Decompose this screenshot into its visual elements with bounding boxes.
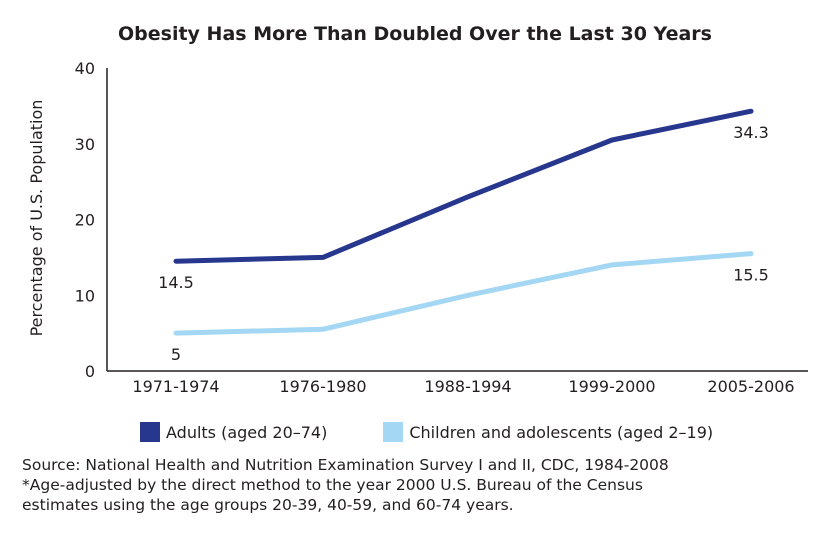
x-tick-label: 1971-1974 [132,377,219,396]
y-tick-labels: 0 10 20 30 40 [75,59,95,381]
footnotes: Source: National Health and Nutrition Ex… [22,455,812,515]
series-lines [173,108,754,336]
x-tick-label: 2005-2006 [707,377,794,396]
data-label: 14.5 [158,273,194,292]
series-line-adults [173,108,754,264]
legend-label-children: Children and adolescents (aged 2–19) [409,422,714,442]
legend-item-children: Children and adolescents (aged 2–19) [383,422,713,442]
x-tick-labels: 1971-1974 1976-1980 1988-1994 1999-2000 2005… [132,377,794,396]
legend-label-adults: Adults (aged 20–74) [166,422,328,442]
data-label: 15.5 [733,266,769,285]
source-note: Source: National Health and Nutrition Ex… [22,456,669,474]
y-axis-title: Percentage of U.S. Population [27,100,46,337]
y-tick-label: 10 [75,286,95,305]
y-tick-label: 30 [75,135,95,154]
age-adjusted-note-line-2: estimates using the age groups 20-39, 40… [22,496,514,514]
chart-title: Obesity Has More Than Doubled Over the L… [118,23,712,45]
y-tick-label: 40 [75,59,95,78]
age-adjusted-note-line-1: *Age-adjusted by the direct method to th… [22,476,643,494]
data-label: 34.3 [733,123,769,142]
legend-swatch-children [383,422,404,442]
data-labels: 14.5 34.3 5 15.5 [158,123,769,364]
legend: Adults (aged 20–74) Children and adolesc… [140,420,769,444]
y-tick-label: 0 [85,362,95,381]
x-tick-label: 1988-1994 [424,377,511,396]
y-tick-label: 20 [75,211,95,230]
legend-item-adults: Adults (aged 20–74) [140,422,327,442]
legend-swatch-adults [140,422,160,442]
x-tick-label: 1999-2000 [568,377,655,396]
obesity-line-chart: Obesity Has More Than Doubled Over the L… [27,23,808,396]
series-line-children [173,251,754,336]
data-label: 5 [171,345,181,364]
x-tick-label: 1976-1980 [279,377,366,396]
